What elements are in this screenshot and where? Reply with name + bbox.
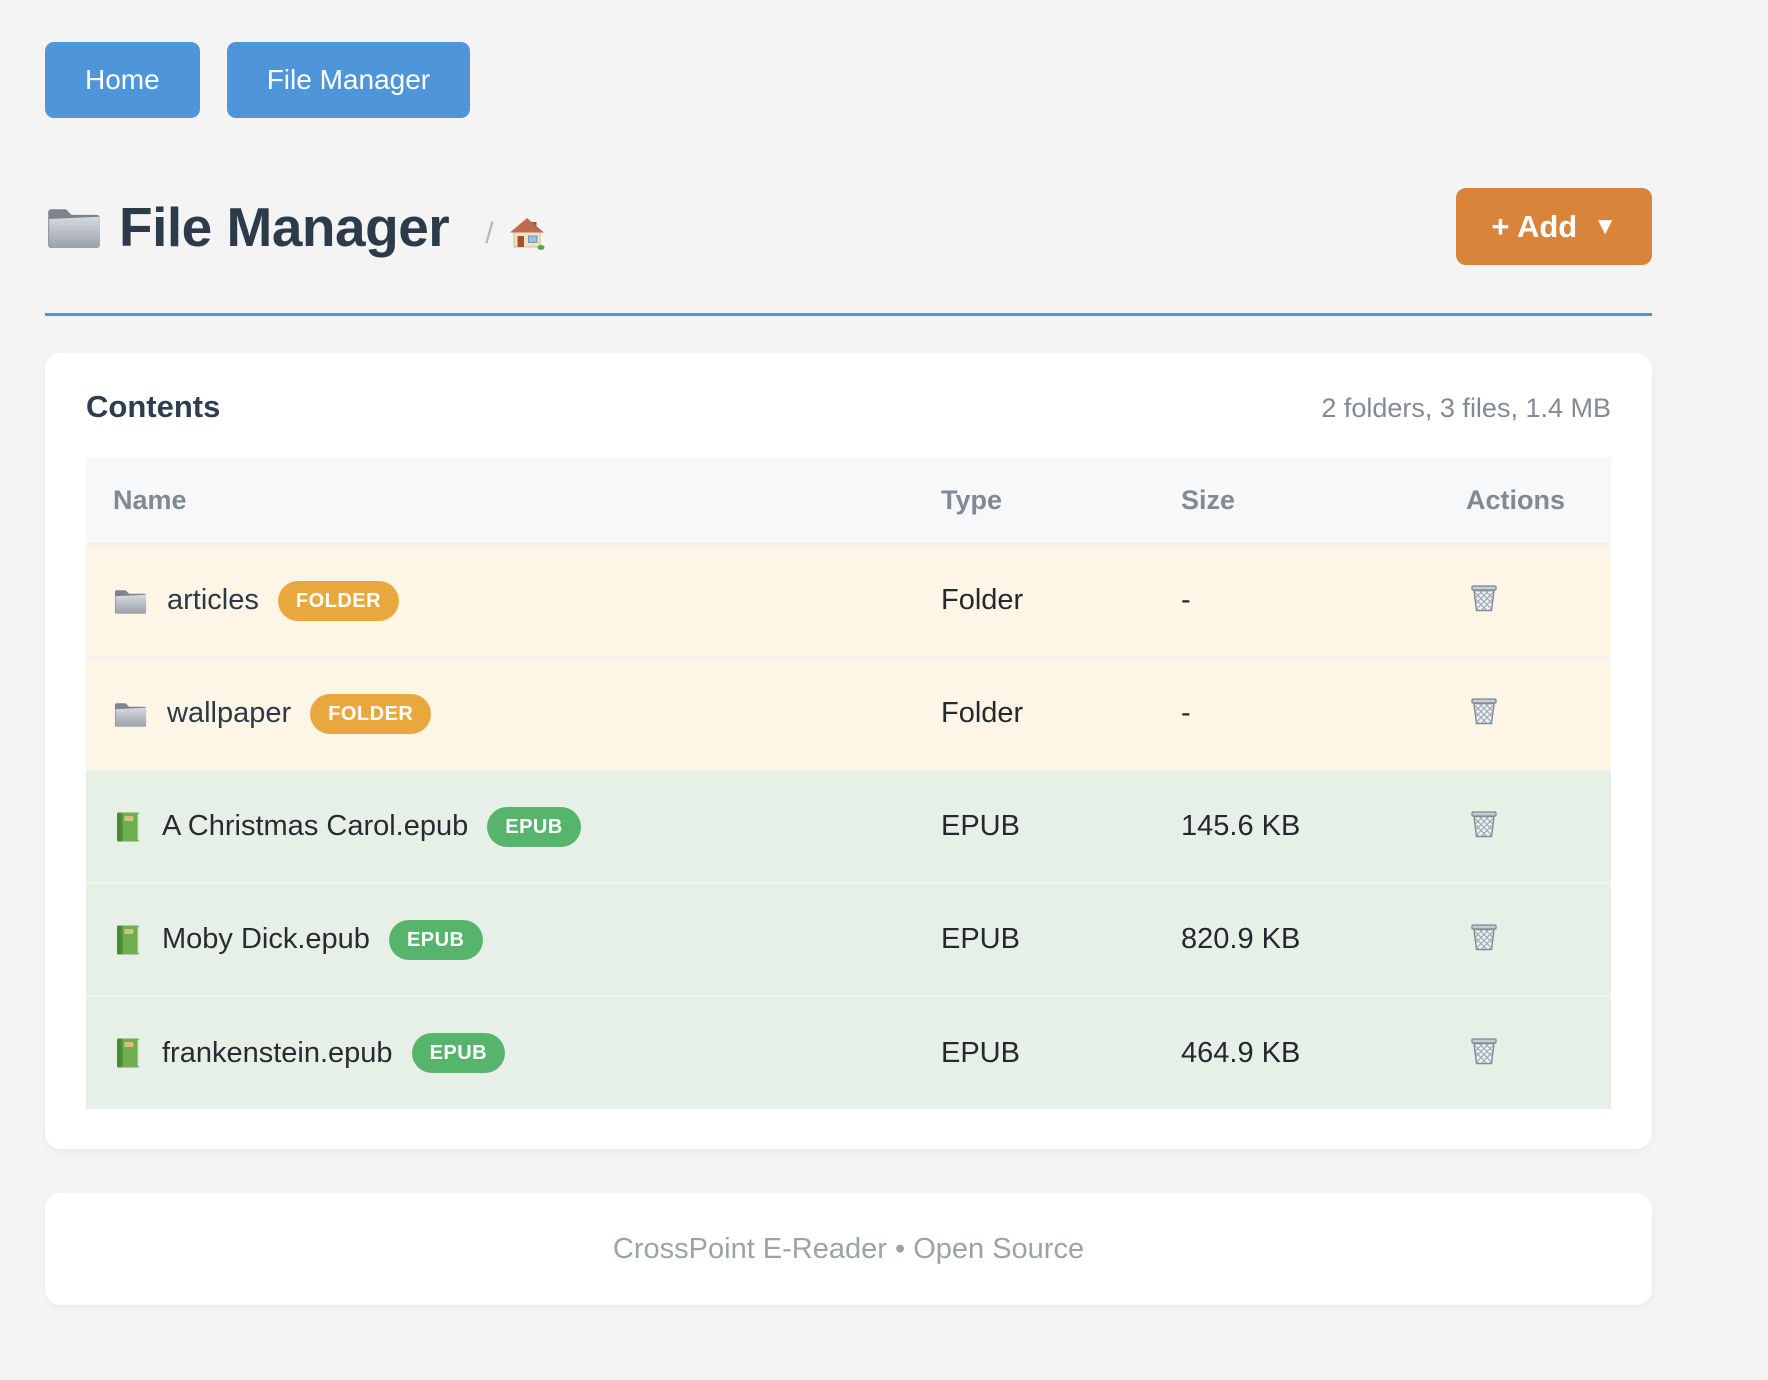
folder-icon bbox=[114, 589, 147, 614]
file-type-badge: FOLDER bbox=[277, 580, 400, 621]
column-header-name: Name bbox=[113, 484, 187, 515]
footer: CrossPoint E-Reader • Open Source bbox=[45, 1193, 1652, 1305]
title-divider bbox=[45, 313, 1652, 316]
green-book-icon bbox=[117, 1038, 140, 1068]
home-nav-button[interactable]: Home bbox=[45, 42, 200, 118]
file-type-cell: EPUB bbox=[941, 810, 1020, 842]
file-type-badge: EPUB bbox=[487, 806, 581, 847]
file-type-cell: EPUB bbox=[941, 923, 1020, 955]
file-name-link[interactable]: articles bbox=[167, 584, 259, 616]
file-size-cell: 464.9 KB bbox=[1181, 1036, 1301, 1069]
column-header-type: Type bbox=[941, 484, 1003, 515]
file-table: Name Type Size Actions articles FOLDER F… bbox=[86, 457, 1611, 1109]
file-size-cell: - bbox=[1181, 584, 1191, 616]
delete-button[interactable] bbox=[1466, 804, 1502, 841]
file-type-cell: Folder bbox=[941, 584, 1024, 616]
column-header-actions: Actions bbox=[1466, 484, 1566, 515]
page-title: File Manager bbox=[119, 195, 450, 258]
contents-card: Contents 2 folders, 3 files, 1.4 MB Name… bbox=[45, 353, 1652, 1149]
card-title: Contents bbox=[86, 389, 221, 424]
page-header: File Manager / + Add ▼ bbox=[45, 188, 1652, 265]
trash-icon bbox=[1466, 804, 1502, 841]
add-button[interactable]: + Add ▼ bbox=[1456, 188, 1652, 265]
file-type-badge: FOLDER bbox=[310, 693, 432, 734]
delete-button[interactable] bbox=[1466, 917, 1502, 954]
green-book-icon bbox=[117, 925, 140, 954]
trash-icon bbox=[1466, 691, 1502, 728]
file-name-link[interactable]: Moby Dick.epub bbox=[162, 923, 370, 955]
house-icon[interactable] bbox=[508, 215, 546, 253]
table-row: wallpaper FOLDER Folder - bbox=[86, 657, 1611, 770]
file-type-badge: EPUB bbox=[388, 919, 483, 960]
add-button-label: + Add bbox=[1491, 208, 1578, 244]
table-row: articles FOLDER Folder - bbox=[86, 544, 1611, 657]
chevron-down-icon: ▼ bbox=[1593, 212, 1617, 240]
folder-icon bbox=[114, 702, 147, 727]
footer-text: CrossPoint E-Reader • Open Source bbox=[612, 1232, 1085, 1265]
top-nav: Home File Manager bbox=[45, 42, 1652, 118]
trash-icon bbox=[1466, 1031, 1502, 1068]
delete-button[interactable] bbox=[1466, 1031, 1502, 1068]
file-name-link[interactable]: frankenstein.epub bbox=[162, 1036, 393, 1069]
file-manager-nav-button[interactable]: File Manager bbox=[226, 42, 471, 118]
trash-icon bbox=[1466, 917, 1502, 954]
column-header-size: Size bbox=[1181, 484, 1236, 515]
contents-summary: 2 folders, 3 files, 1.4 MB bbox=[1321, 393, 1611, 423]
file-size-cell: - bbox=[1181, 697, 1191, 729]
file-type-cell: Folder bbox=[941, 697, 1024, 729]
file-manager-page: Home File Manager File Manager / + Add ▼… bbox=[45, 0, 1652, 1305]
file-size-cell: 145.6 KB bbox=[1181, 810, 1301, 842]
delete-button[interactable] bbox=[1466, 578, 1502, 615]
table-row: Moby Dick.epub EPUB EPUB 820.9 KB bbox=[86, 883, 1611, 996]
file-name-link[interactable]: wallpaper bbox=[167, 697, 292, 729]
trash-icon bbox=[1466, 578, 1502, 615]
green-book-icon bbox=[117, 812, 140, 841]
file-size-cell: 820.9 KB bbox=[1181, 923, 1301, 955]
folder-icon bbox=[48, 208, 100, 248]
file-name-link[interactable]: A Christmas Carol.epub bbox=[162, 810, 469, 842]
table-row: frankenstein.epub EPUB EPUB 464.9 KB bbox=[86, 996, 1611, 1109]
table-row: A Christmas Carol.epub EPUB EPUB 145.6 K… bbox=[86, 770, 1611, 883]
breadcrumb: / bbox=[485, 201, 545, 253]
file-type-cell: EPUB bbox=[941, 1036, 1020, 1069]
delete-button[interactable] bbox=[1466, 691, 1502, 728]
file-type-badge: EPUB bbox=[411, 1033, 506, 1073]
table-header-row: Name Type Size Actions bbox=[86, 457, 1611, 544]
file-table-body: articles FOLDER Folder - wallpaper FOLDE… bbox=[86, 544, 1611, 1109]
breadcrumb-separator: / bbox=[485, 216, 494, 250]
